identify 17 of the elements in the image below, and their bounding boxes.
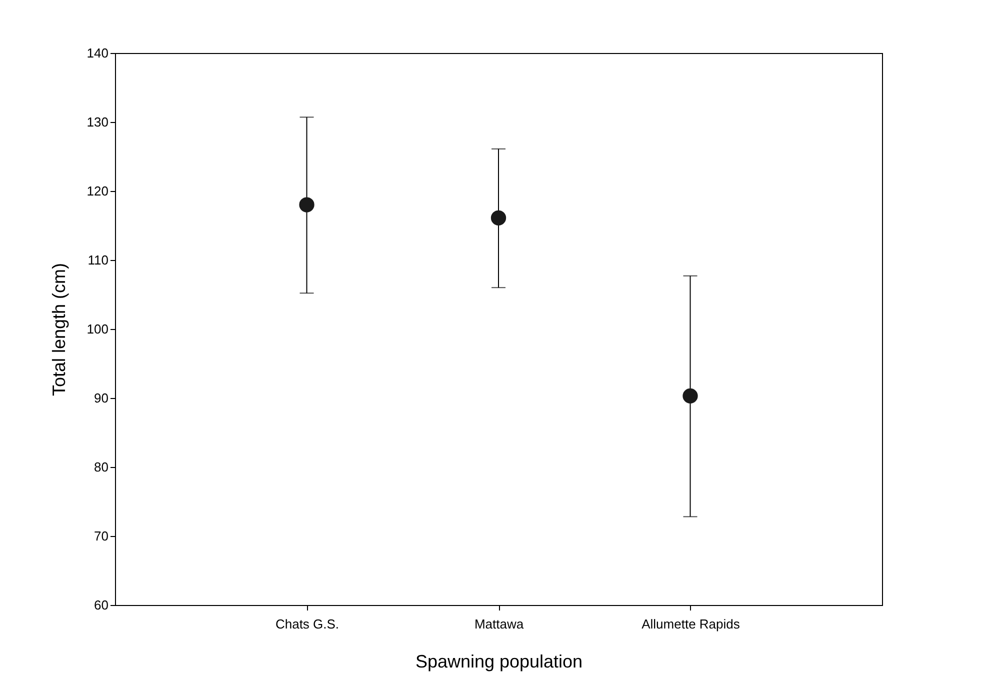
x-tick-label: Mattawa <box>474 616 524 632</box>
y-tick-label: 130 <box>86 114 108 130</box>
x-axis-title: Spawning population <box>415 652 583 672</box>
y-tick-label: 70 <box>94 528 108 544</box>
y-axis-title: Total length (cm) <box>48 262 69 396</box>
y-tick-label: 110 <box>88 252 108 268</box>
x-tick-label: Allumette Rapids <box>642 616 740 632</box>
point <box>299 197 314 212</box>
y-tick-label: 60 <box>94 598 108 612</box>
point <box>490 210 506 226</box>
point <box>682 388 698 404</box>
y-tick-label: 120 <box>86 184 108 198</box>
x-tick-label: Chats G.S. <box>275 616 340 632</box>
y-tick-label: 80 <box>94 460 108 474</box>
y-tick-label: 100 <box>86 322 108 336</box>
y-tick-label: 90 <box>94 390 108 406</box>
y-tick-label: 140 <box>86 46 108 60</box>
